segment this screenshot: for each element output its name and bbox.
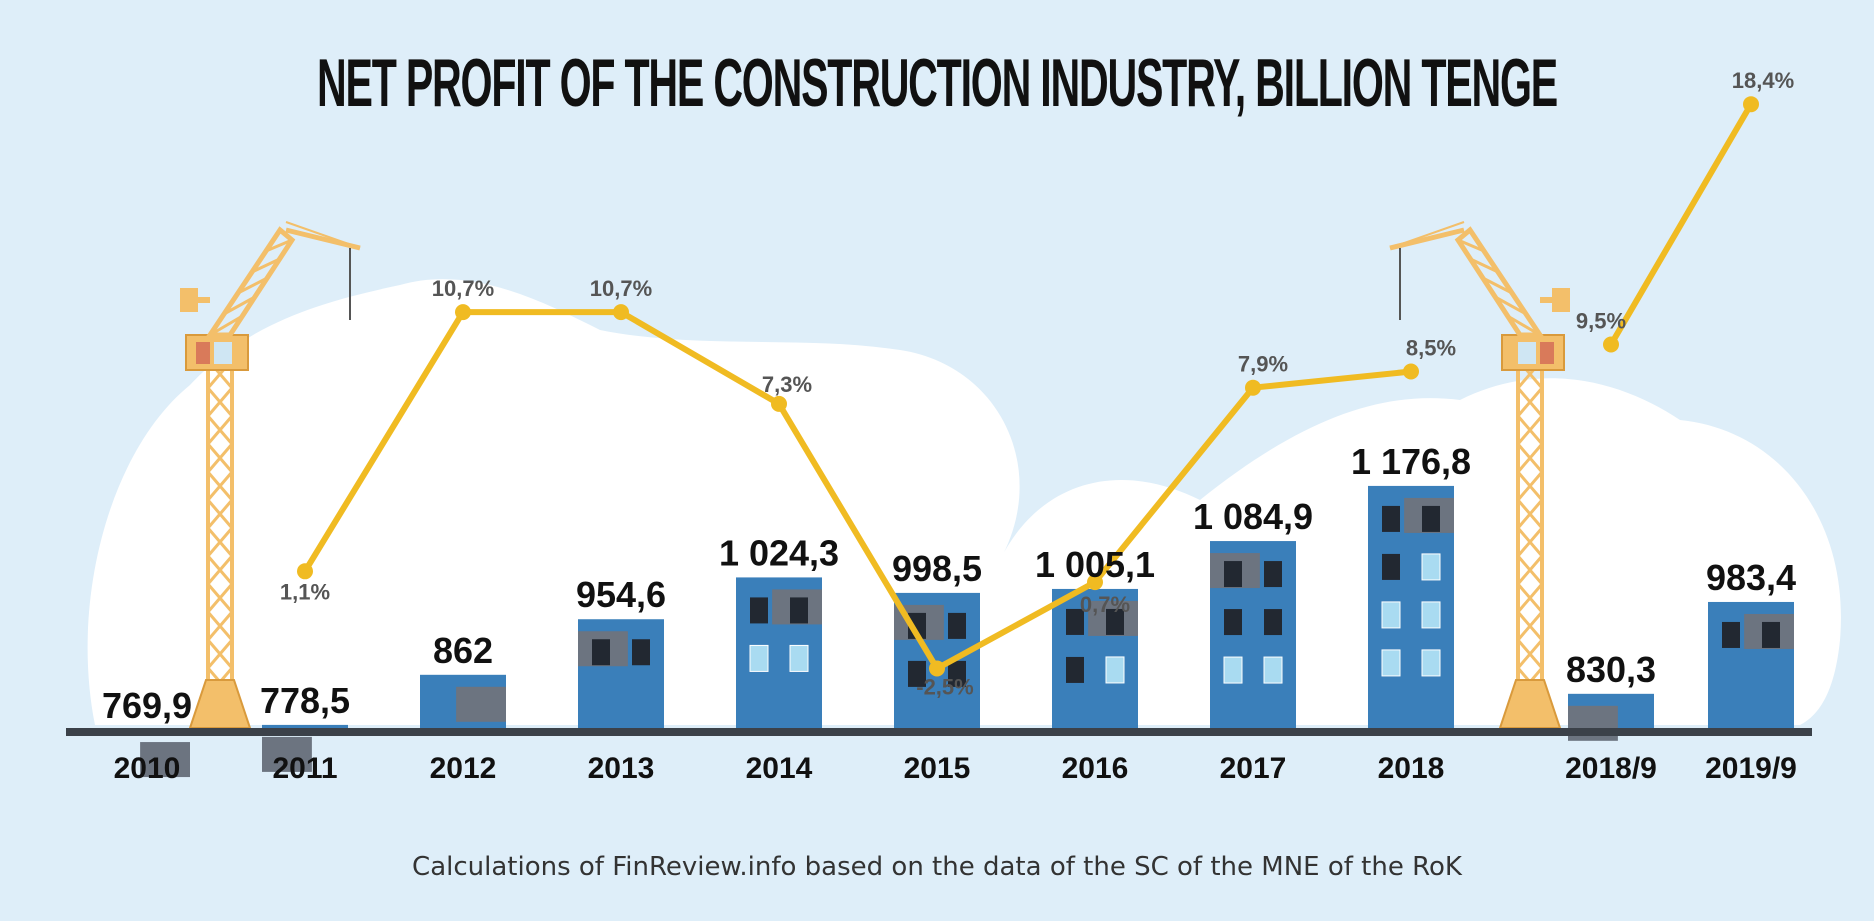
value-label-2016: 1 005,1 — [1035, 544, 1155, 585]
ground-baseline — [66, 728, 1812, 736]
value-label-2014: 1 024,3 — [719, 532, 839, 573]
crane-right — [1389, 221, 1570, 730]
bar-window — [948, 612, 966, 639]
chart-title: NET PROFIT OF THE CONSTRUCTION INDUSTRY,… — [317, 45, 1557, 121]
bar-window — [1264, 561, 1282, 588]
labels: 769,9 778,5 862 954,6 1 024,3 998,5 1 005,1 1 0… — [102, 68, 1797, 785]
value-label-2012: 862 — [433, 630, 493, 671]
x-tick-2011: 2011 — [272, 752, 337, 785]
bar-window — [1224, 561, 1242, 588]
value-label-2017: 1 084,9 — [1193, 496, 1313, 537]
bar-roof — [456, 686, 506, 722]
bar-window — [1421, 553, 1441, 581]
bar-window — [1066, 656, 1084, 683]
growth-point-2015 — [929, 660, 945, 677]
x-tick-2018: 2018 — [1378, 752, 1445, 785]
bar-2011 — [262, 724, 348, 772]
bar-window — [1382, 505, 1400, 532]
growth-point-2011 — [297, 563, 313, 580]
growth-label-2017: 7,9% — [1238, 352, 1288, 377]
bar-window — [790, 597, 808, 624]
value-label-2010: 769,9 — [102, 685, 192, 726]
x-tick-2010: 2010 — [114, 752, 181, 785]
crane-left — [180, 221, 361, 730]
x-tick-2015: 2015 — [904, 752, 971, 785]
bar-window — [1421, 601, 1441, 629]
source-note: Calculations of FinReview.info based on … — [412, 852, 1463, 882]
x-tick-2017: 2017 — [1220, 752, 1287, 785]
bar-window — [1263, 656, 1283, 684]
growth-point-2013 — [613, 304, 629, 321]
x-tick-2018/9: 2018/9 — [1565, 752, 1657, 785]
growth-point-2018/9 — [1603, 336, 1619, 353]
growth-label-2011: 1,1% — [280, 579, 330, 604]
bar-body — [262, 724, 348, 730]
bar-window — [592, 639, 610, 666]
growth-line-segment-2 — [1608, 102, 1754, 347]
bar-2018 — [1368, 485, 1454, 730]
growth-point-2018 — [1403, 363, 1419, 380]
bar-window — [1106, 608, 1124, 635]
cranes — [180, 221, 1570, 730]
x-tick-2013: 2013 — [588, 752, 655, 785]
growth-label-2018: 8,5% — [1406, 336, 1456, 361]
bar-window — [1722, 621, 1740, 648]
value-label-2013: 954,6 — [576, 574, 666, 615]
bar-window — [1422, 505, 1440, 532]
value-label-2018/9: 830,3 — [1566, 649, 1656, 690]
growth-line-segment-1 — [302, 309, 1412, 672]
growth-point-2016 — [1087, 574, 1103, 591]
x-tick-2012: 2012 — [430, 752, 497, 785]
bar-window — [948, 660, 966, 687]
x-tick-2014: 2014 — [746, 752, 813, 785]
x-tick-2019/9: 2019/9 — [1705, 752, 1797, 785]
value-label-2015: 998,5 — [892, 548, 982, 589]
value-label-2011: 778,5 — [260, 680, 350, 721]
bar-window — [1421, 649, 1441, 677]
bar-2010 — [140, 742, 190, 778]
bar-window — [1382, 553, 1400, 580]
bar-window — [632, 639, 650, 666]
bar-window — [1762, 621, 1780, 648]
growth-point-2017 — [1245, 379, 1261, 396]
bar-window — [750, 597, 768, 624]
growth-label-2012: 10,7% — [432, 276, 494, 301]
growth-point-2019/9 — [1743, 96, 1759, 113]
bar-roof — [140, 742, 190, 778]
bar-2016 — [1052, 588, 1138, 730]
bar-2014 — [736, 577, 822, 730]
bar-window — [789, 644, 809, 672]
growth-point-2012 — [455, 304, 471, 321]
x-tick-2016: 2016 — [1062, 752, 1129, 785]
bar-2017 — [1210, 541, 1296, 730]
bar-2012 — [420, 674, 506, 730]
growth-label-2019/9: 18,4% — [1732, 68, 1794, 93]
growth-label-2018/9: 9,5% — [1576, 309, 1626, 334]
bar-window — [1223, 656, 1243, 684]
bar-2019/9 — [1708, 601, 1794, 730]
growth-label-2014: 7,3% — [762, 372, 812, 397]
bar-window — [908, 660, 926, 687]
growth-label-2016: 0,7% — [1080, 592, 1130, 617]
bar-window — [1066, 608, 1084, 635]
bar-window — [749, 644, 769, 672]
bar-window — [1381, 601, 1401, 629]
growth-label-2013: 10,7% — [590, 276, 652, 301]
growth-point-2014 — [771, 395, 787, 412]
bar-window — [1264, 609, 1282, 636]
growth-line — [297, 96, 1759, 677]
value-label-2019/9: 983,4 — [1706, 557, 1796, 598]
growth-label-2015: -2,5% — [916, 675, 973, 700]
value-label-2018: 1 176,8 — [1351, 441, 1471, 482]
bar-window — [1105, 656, 1125, 684]
bar-window — [1381, 649, 1401, 677]
bar-roof — [262, 736, 312, 772]
bar-window — [1224, 609, 1242, 636]
bar-2013 — [578, 619, 664, 730]
